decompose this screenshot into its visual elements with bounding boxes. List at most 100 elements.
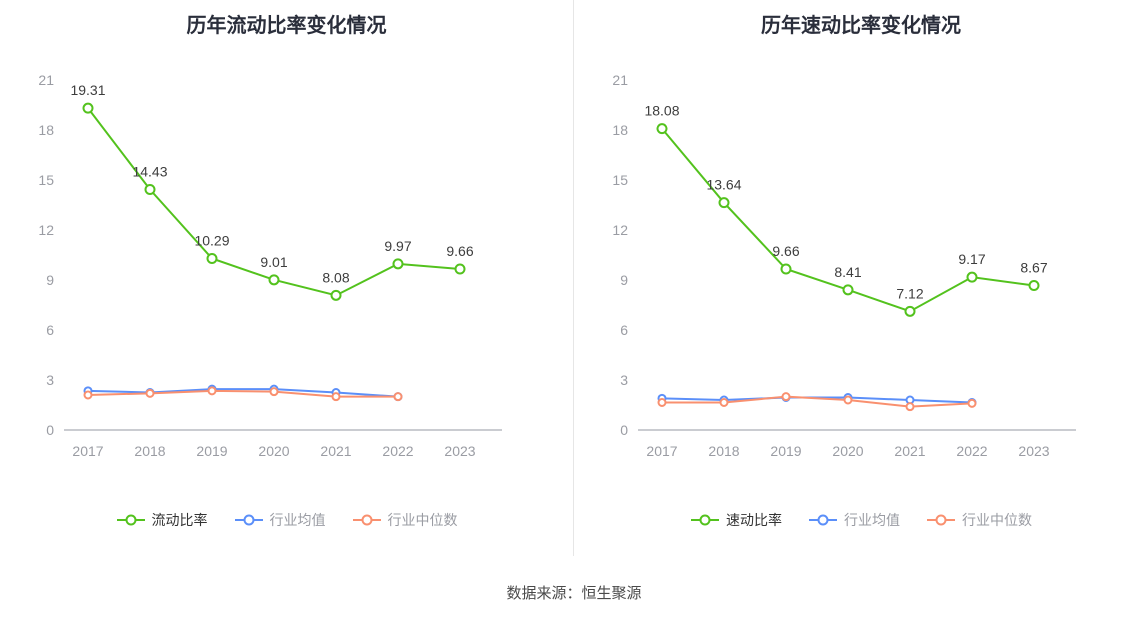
data-point-marker <box>454 263 466 275</box>
data-point-marker <box>719 398 729 407</box>
legend-item-0[interactable]: 流动比率 <box>116 513 208 527</box>
data-source-note: 数据来源：恒生聚源 <box>506 585 642 602</box>
data-point-marker <box>967 398 977 408</box>
data-point-marker <box>1028 280 1040 291</box>
x-tick-label: 2019 <box>196 443 227 459</box>
y-tick-label: 12 <box>612 222 628 238</box>
legend-label: 行业均值 <box>269 512 326 528</box>
x-tick-label: 2023 <box>1018 443 1049 459</box>
legend-label: 流动比率 <box>151 512 208 528</box>
y-tick-label: 0 <box>46 422 54 438</box>
series-line-1 <box>87 388 399 398</box>
x-tick-label: 2018 <box>708 443 739 459</box>
data-point-marker <box>268 274 280 286</box>
x-tick-label: 2020 <box>258 443 289 459</box>
data-point-marker <box>392 258 404 270</box>
y-tick-label: 18 <box>612 122 628 138</box>
data-point-label: 9.17 <box>958 251 985 267</box>
x-tick-label: 2017 <box>646 443 677 459</box>
data-point-marker <box>144 184 156 195</box>
data-point-label: 9.97 <box>384 238 411 254</box>
y-tick-label: 3 <box>46 372 54 388</box>
data-point-label: 9.66 <box>772 243 799 259</box>
y-tick-label: 21 <box>38 72 54 88</box>
current-ratio-chart-plot: 0 3 6 9 12 15 18 21 2017 2018 2019 2020 2021 2022 2023… <box>38 72 502 459</box>
legend-label: 行业中位数 <box>962 512 1032 528</box>
legend-label: 行业中位数 <box>387 512 458 528</box>
series-line-0 <box>661 128 1035 313</box>
y-tick-label: 0 <box>620 422 628 438</box>
y-tick-label: 15 <box>38 172 54 188</box>
series-line-2 <box>87 389 398 398</box>
chart-title-quick-ratio: 历年速动比率变化情况 <box>761 15 961 37</box>
data-point-label: 8.41 <box>834 264 861 280</box>
legend-line-marker-icon <box>234 514 263 526</box>
data-point-marker <box>331 392 341 402</box>
legend-line-marker-icon <box>691 514 719 526</box>
data-point-marker <box>206 253 218 264</box>
chart-title-current-ratio: 历年流动比率变化情况 <box>186 15 387 37</box>
legend-item-2[interactable]: 行业中位数 <box>926 513 1032 527</box>
y-tick-label: 12 <box>38 222 54 238</box>
data-point-label: 14.43 <box>132 164 167 180</box>
legend-item-1[interactable]: 行业均值 <box>808 513 900 527</box>
data-point-marker <box>82 102 94 114</box>
data-point-marker <box>966 271 978 283</box>
x-tick-label: 2018 <box>134 443 165 459</box>
quick-ratio-chart-plot: 0 3 6 9 12 15 18 21 2017 2018 2019 2020 2021 2022 2023… <box>612 72 1076 459</box>
x-tick-label: 2021 <box>894 443 925 459</box>
data-point-marker <box>718 197 730 209</box>
quick-ratio-legend: 速动比率 行业均值 行业中位数 <box>574 510 1148 530</box>
y-tick-label: 9 <box>46 272 54 288</box>
current-ratio-legend: 流动比率 行业均值 行业中位数 <box>0 510 573 530</box>
y-tick-label: 15 <box>612 172 628 188</box>
y-tick-label: 3 <box>620 372 628 388</box>
data-point-marker <box>842 284 854 296</box>
x-tick-label: 2021 <box>320 443 351 459</box>
data-point-marker <box>656 123 668 135</box>
data-point-label: 19.31 <box>70 82 105 98</box>
data-point-marker <box>269 387 279 397</box>
data-point-marker <box>330 289 342 301</box>
chart-pane-quick-ratio: 历年速动比率变化情况 0 3 6 9 12 15 18 21 2017 2018 2019 2020 2… <box>574 0 1148 556</box>
y-tick-label: 6 <box>46 322 54 338</box>
data-point-label: 18.08 <box>644 103 679 119</box>
data-point-label: 10.29 <box>194 233 229 249</box>
data-point-label: 7.12 <box>896 285 923 301</box>
data-point-marker <box>657 398 667 407</box>
series-line-2 <box>662 395 973 408</box>
legend-line-marker-icon <box>927 514 955 526</box>
data-point-label: 9.66 <box>446 243 473 259</box>
data-point-marker <box>207 386 217 396</box>
y-tick-label: 18 <box>38 122 54 138</box>
x-tick-label: 2017 <box>72 443 103 459</box>
legend-line-marker-icon <box>809 514 837 526</box>
legend-label: 行业均值 <box>844 512 900 528</box>
legend-item-1[interactable]: 行业均值 <box>234 513 326 527</box>
data-point-marker <box>393 392 403 402</box>
y-tick-label: 21 <box>612 72 628 88</box>
legend-label: 速动比率 <box>726 512 782 528</box>
data-point-label: 8.08 <box>322 269 349 285</box>
data-point-marker <box>781 392 791 402</box>
data-point-label: 13.64 <box>706 177 741 193</box>
legend-line-marker-icon <box>352 514 381 526</box>
data-point-label: 8.67 <box>1020 260 1047 276</box>
x-tick-label: 2020 <box>832 443 863 459</box>
y-tick-label: 9 <box>620 272 628 288</box>
x-tick-label: 2022 <box>956 443 987 459</box>
x-tick-label: 2019 <box>770 443 801 459</box>
x-tick-label: 2022 <box>382 443 413 459</box>
legend-item-2[interactable]: 行业中位数 <box>352 513 458 527</box>
legend-line-marker-icon <box>116 514 145 526</box>
data-point-marker <box>780 263 792 275</box>
data-point-marker <box>905 402 915 412</box>
data-point-marker <box>83 390 93 400</box>
legend-item-0[interactable]: 速动比率 <box>690 513 782 527</box>
data-point-marker <box>843 395 853 405</box>
chart-pane-current-ratio: 历年流动比率变化情况 0 3 6 9 12 15 18 21 2017 2018 2019 2020 2… <box>0 0 574 556</box>
data-point-label: 9.01 <box>260 254 287 270</box>
data-point-marker <box>904 305 916 317</box>
charts-row: 历年流动比率变化情况 0 3 6 9 12 15 18 21 2017 2018 2019 2020 2… <box>0 0 1148 556</box>
